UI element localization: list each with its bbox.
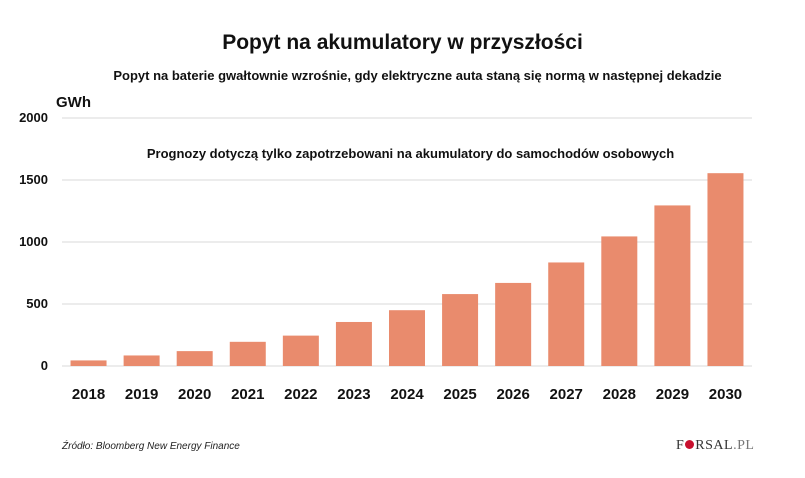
bar (495, 282, 532, 366)
x-tick-label: 2022 (284, 386, 317, 403)
x-tick-label: 2026 (496, 386, 529, 403)
y-tick-label: 0 (41, 358, 48, 373)
bar (335, 321, 372, 366)
x-tick-label: 2025 (443, 386, 476, 403)
x-tick-label: 2020 (178, 386, 211, 403)
y-tick-label: 1000 (19, 234, 48, 249)
forsal-logo: F RSAL.PL (676, 438, 754, 454)
x-tick-label: 2023 (337, 386, 370, 403)
bar (442, 294, 479, 366)
x-tick-label: 2018 (72, 386, 105, 403)
bar (176, 351, 213, 366)
y-tick-label: 1500 (19, 172, 48, 187)
logo-suffix: .PL (733, 438, 755, 453)
logo-text-end: RSAL (695, 438, 734, 453)
y-axis-unit-label: GWh (56, 94, 91, 111)
bar (548, 262, 585, 366)
bar (229, 341, 266, 366)
chart-title: Popyt na akumulatory w przyszłości (222, 31, 583, 54)
y-tick-label: 500 (26, 296, 48, 311)
chart-annotation: Prognozy dotyczą tylko zapotrzebowani na… (146, 146, 675, 161)
logo-dot-icon (685, 440, 695, 449)
chart-subtitle: Popyt na baterie gwałtownie wzrośnie, gd… (113, 68, 722, 83)
x-tick-label: 2030 (709, 386, 742, 403)
x-tick-label: 2019 (125, 386, 158, 403)
bar (654, 205, 691, 366)
bar (707, 173, 744, 366)
x-tick-label: 2028 (603, 386, 636, 403)
y-tick-label: 2000 (19, 110, 48, 125)
source-note: Źródło: Bloomberg New Energy Finance (62, 441, 240, 452)
x-tick-label: 2024 (390, 386, 424, 403)
bar (389, 310, 425, 366)
bar (282, 335, 319, 366)
x-tick-label: 2027 (550, 386, 583, 403)
bar (123, 355, 160, 366)
x-tick-label: 2029 (656, 386, 689, 403)
x-tick-label: 2021 (231, 386, 264, 403)
logo-text-start: F (676, 438, 685, 453)
bar (601, 236, 638, 366)
bar (70, 360, 107, 366)
